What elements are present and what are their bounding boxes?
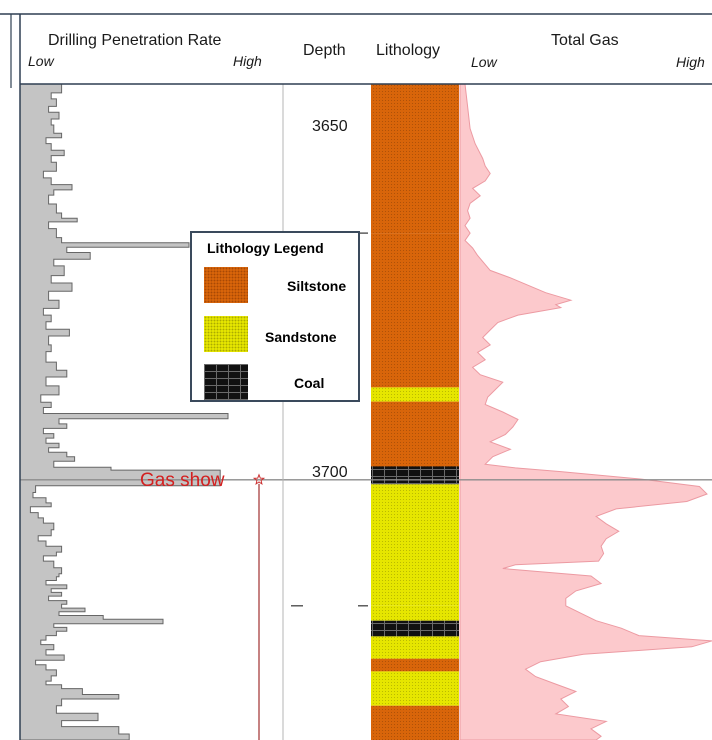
lith-bed-coal-4 <box>371 466 459 485</box>
rop-curve <box>19 83 229 740</box>
legend-swatch-siltstone <box>204 267 248 303</box>
legend-swatch-coal <box>204 364 248 400</box>
gas-low-label: Low <box>471 54 497 70</box>
rop-area <box>19 83 229 740</box>
lith-bed-siltstone-11 <box>371 705 459 740</box>
rop-track-title: Drilling Penetration Rate <box>48 32 222 49</box>
gas-show-star-icon <box>252 473 266 486</box>
total-gas-curve <box>459 83 712 740</box>
legend-swatch-sandstone <box>204 316 248 352</box>
lith-bed-siltstone-3 <box>371 401 459 467</box>
lithology-column <box>371 84 459 740</box>
lith-bed-siltstone-9 <box>371 658 459 672</box>
depth-label-3650: 3650 <box>312 118 348 135</box>
gas-track-title: Total Gas <box>551 32 619 49</box>
lith-bed-siltstone-1 <box>371 233 459 388</box>
depth-label-3700: 3700 <box>312 464 348 481</box>
lith-bed-sandstone-10 <box>371 671 459 706</box>
lith-bed-sandstone-6 <box>371 605 459 621</box>
track-frame <box>0 13 712 740</box>
lith-bed-sandstone-8 <box>371 636 459 659</box>
lithology-legend: Lithology Legend Siltstone Sandstone Coa… <box>190 231 360 402</box>
lithology-track-title: Lithology <box>376 42 441 59</box>
lith-bed-coal-7 <box>371 620 459 637</box>
legend-label-sandstone: Sandstone <box>265 329 337 345</box>
gas-show-label: Gas show <box>140 470 225 491</box>
depth-track-title: Depth <box>303 42 346 59</box>
legend-label-siltstone: Siltstone <box>287 278 347 294</box>
rop-high-label: High <box>233 53 262 69</box>
rop-low-label: Low <box>28 53 54 69</box>
lith-bed-siltstone-0 <box>371 84 459 234</box>
gas-area <box>459 83 712 740</box>
legend-label-coal: Coal <box>294 375 325 391</box>
lith-bed-sandstone-5 <box>371 484 459 606</box>
lith-bed-sandstone-2 <box>371 387 459 402</box>
gas-high-label: High <box>676 54 705 70</box>
legend-title: Lithology Legend <box>207 240 324 256</box>
